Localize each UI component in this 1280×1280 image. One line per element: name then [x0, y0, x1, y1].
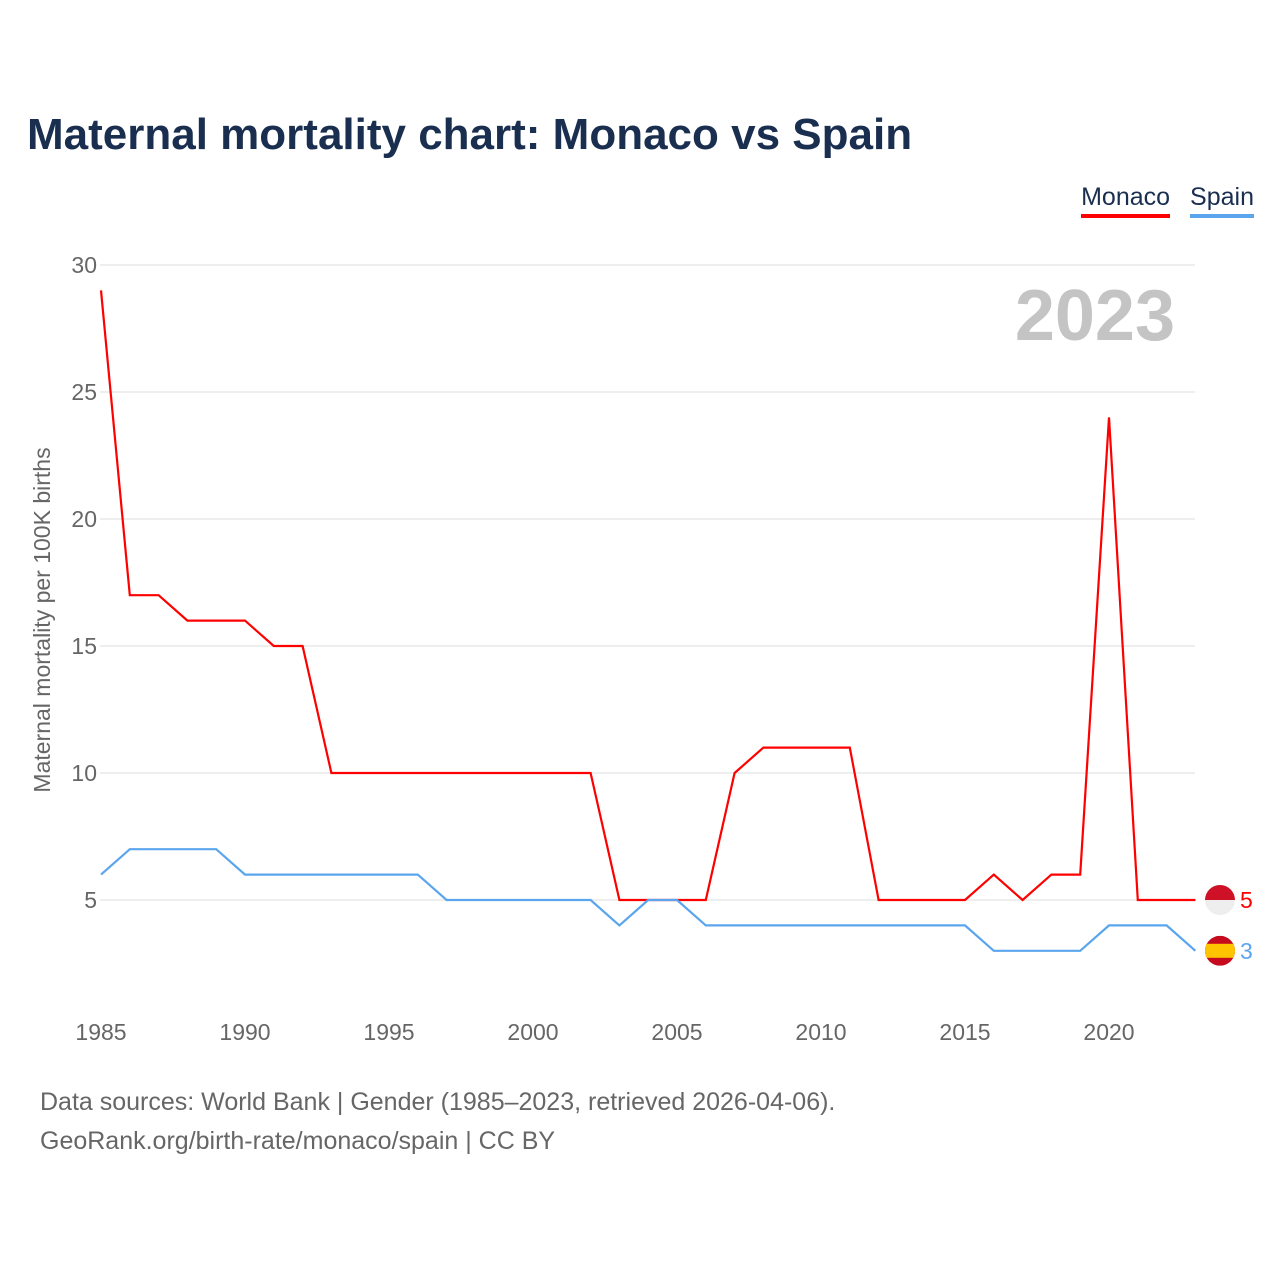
legend-monaco[interactable]: Monaco — [1081, 183, 1171, 218]
end-value-label: 5 — [1240, 887, 1253, 913]
y-tick-label: 5 — [84, 887, 97, 913]
end-value-label: 3 — [1240, 938, 1253, 964]
flag-stripe — [1205, 885, 1235, 900]
x-tick-label: 1990 — [219, 1019, 270, 1045]
series-line-monaco — [99, 290, 1196, 902]
footer-source: Data sources: World Bank | Gender (1985–… — [40, 1088, 836, 1116]
y-axis-label: Maternal mortality per 100K births — [29, 447, 55, 792]
flag-stripe — [1205, 900, 1235, 915]
y-tick-label: 10 — [71, 760, 97, 786]
x-tick-label: 1985 — [75, 1019, 126, 1045]
x-tick-label: 1995 — [363, 1019, 414, 1045]
x-tick-label: 2020 — [1083, 1019, 1134, 1045]
series-line-spain — [100, 848, 1197, 952]
flag-icon-spain — [1205, 935, 1235, 966]
chart-title: Maternal mortality chart: Monaco vs Spai… — [27, 110, 913, 159]
flag-stripe — [1205, 943, 1235, 958]
y-tick-label: 20 — [71, 506, 97, 532]
x-tick-label: 2010 — [795, 1019, 846, 1045]
x-tick-label: 2015 — [939, 1019, 990, 1045]
year-watermark: 2023 — [1015, 276, 1175, 356]
y-tick-label: 25 — [71, 379, 97, 405]
y-tick-label: 15 — [71, 633, 97, 659]
legend: Monaco Spain — [1081, 183, 1254, 218]
y-tick-label: 30 — [71, 252, 97, 278]
x-tick-label: 2005 — [651, 1019, 702, 1045]
legend-spain[interactable]: Spain — [1190, 183, 1254, 218]
flag-icon-monaco — [1205, 885, 1235, 915]
footer-link[interactable]: GeoRank.org/birth-rate/monaco/spain | CC… — [40, 1127, 556, 1155]
x-tick-label: 2000 — [507, 1019, 558, 1045]
